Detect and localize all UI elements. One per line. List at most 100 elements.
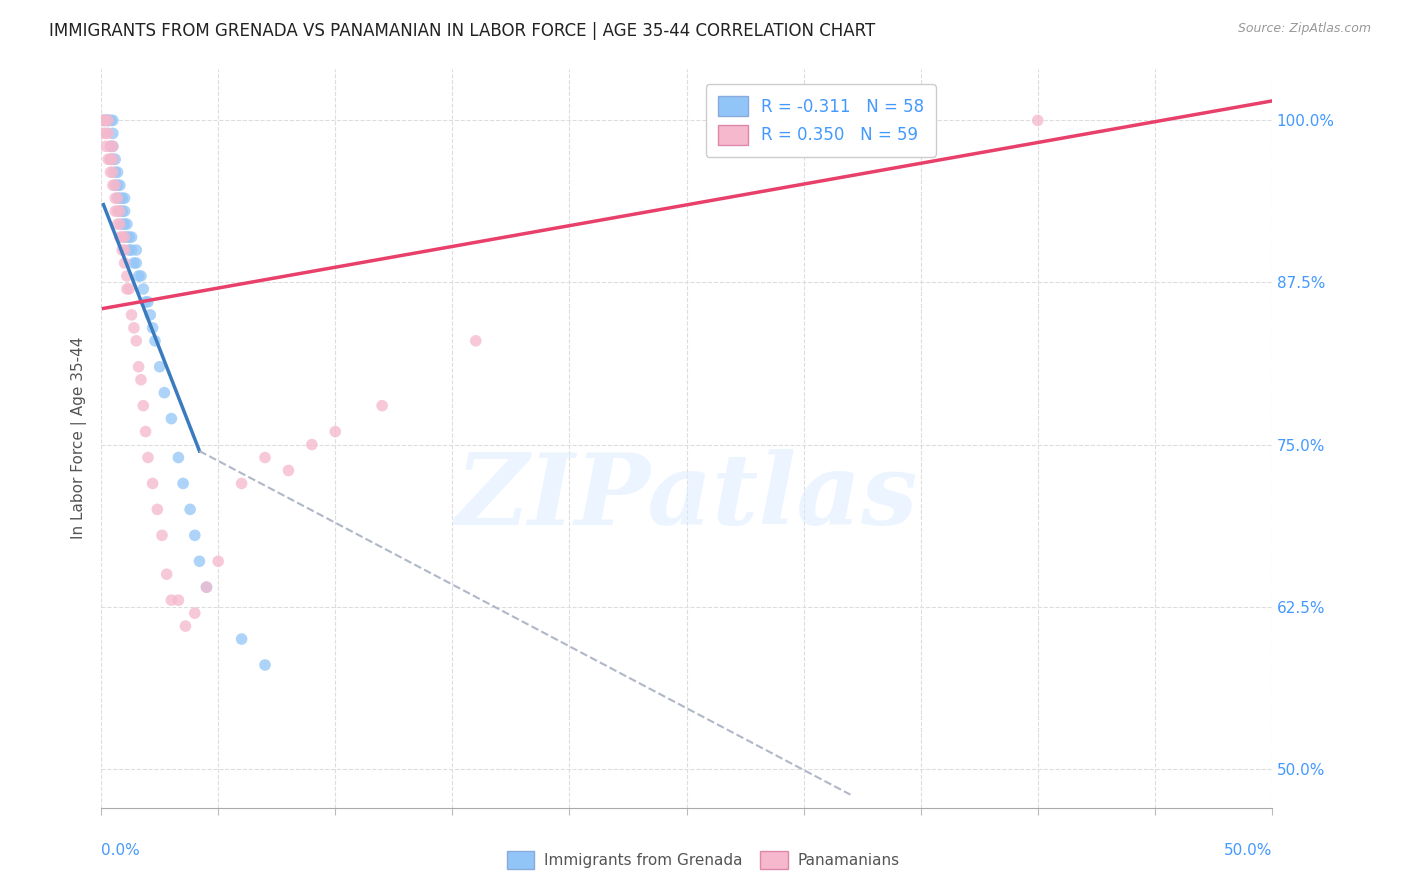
Y-axis label: In Labor Force | Age 35-44: In Labor Force | Age 35-44 bbox=[72, 337, 87, 540]
Point bbox=[125, 256, 148, 270]
Point bbox=[114, 230, 136, 244]
Point bbox=[150, 528, 173, 542]
Point bbox=[121, 243, 143, 257]
Point bbox=[179, 502, 201, 516]
Point bbox=[301, 437, 323, 451]
Point bbox=[121, 308, 143, 322]
Point bbox=[135, 294, 157, 309]
Point bbox=[128, 268, 150, 283]
Point bbox=[101, 139, 124, 153]
Point bbox=[101, 139, 124, 153]
Point bbox=[132, 399, 155, 413]
Point bbox=[167, 593, 190, 607]
Point bbox=[231, 476, 253, 491]
Point bbox=[108, 191, 131, 205]
Point bbox=[108, 204, 131, 219]
Point bbox=[323, 425, 346, 439]
Text: 0.0%: 0.0% bbox=[101, 843, 139, 858]
Point bbox=[122, 256, 145, 270]
Point bbox=[104, 165, 127, 179]
Point bbox=[115, 282, 138, 296]
Point bbox=[100, 113, 122, 128]
Point bbox=[174, 619, 197, 633]
Point bbox=[101, 165, 124, 179]
Point bbox=[160, 411, 183, 425]
Point bbox=[104, 204, 127, 219]
Point bbox=[107, 165, 129, 179]
Point bbox=[94, 139, 117, 153]
Point bbox=[101, 153, 124, 167]
Point bbox=[111, 191, 134, 205]
Point bbox=[97, 113, 120, 128]
Point bbox=[114, 204, 136, 219]
Point bbox=[94, 113, 117, 128]
Point bbox=[118, 282, 141, 296]
Point bbox=[100, 165, 122, 179]
Point bbox=[104, 178, 127, 193]
Point bbox=[142, 476, 165, 491]
Point bbox=[100, 139, 122, 153]
Point bbox=[100, 153, 122, 167]
Point bbox=[172, 476, 194, 491]
Point bbox=[254, 450, 277, 465]
Point bbox=[107, 204, 129, 219]
Point bbox=[184, 528, 207, 542]
Point bbox=[114, 243, 136, 257]
Legend: Immigrants from Grenada, Panamanians: Immigrants from Grenada, Panamanians bbox=[501, 845, 905, 875]
Point bbox=[104, 153, 127, 167]
Point bbox=[115, 217, 138, 231]
Point bbox=[111, 204, 134, 219]
Point bbox=[160, 593, 183, 607]
Point bbox=[143, 334, 166, 348]
Point bbox=[108, 204, 131, 219]
Point bbox=[195, 580, 218, 594]
Point bbox=[371, 399, 394, 413]
Point bbox=[107, 217, 129, 231]
Point bbox=[97, 113, 120, 128]
Point bbox=[114, 217, 136, 231]
Point bbox=[101, 126, 124, 140]
Point bbox=[111, 230, 134, 244]
Point bbox=[100, 139, 122, 153]
Point bbox=[142, 321, 165, 335]
Point bbox=[195, 580, 218, 594]
Point bbox=[97, 126, 120, 140]
Point bbox=[107, 191, 129, 205]
Point bbox=[122, 321, 145, 335]
Point bbox=[149, 359, 172, 374]
Point bbox=[135, 425, 157, 439]
Point bbox=[94, 113, 117, 128]
Point bbox=[128, 359, 150, 374]
Point bbox=[93, 113, 115, 128]
Text: Source: ZipAtlas.com: Source: ZipAtlas.com bbox=[1237, 22, 1371, 36]
Point bbox=[121, 230, 143, 244]
Point bbox=[94, 113, 117, 128]
Point bbox=[146, 502, 169, 516]
Point bbox=[97, 153, 120, 167]
Point bbox=[101, 178, 124, 193]
Text: IMMIGRANTS FROM GRENADA VS PANAMANIAN IN LABOR FORCE | AGE 35-44 CORRELATION CHA: IMMIGRANTS FROM GRENADA VS PANAMANIAN IN… bbox=[49, 22, 876, 40]
Point bbox=[231, 632, 253, 646]
Point bbox=[93, 113, 115, 128]
Point bbox=[93, 113, 115, 128]
Text: ZIPatlas: ZIPatlas bbox=[456, 449, 918, 545]
Point bbox=[125, 334, 148, 348]
Point bbox=[115, 268, 138, 283]
Legend: R = -0.311   N = 58, R = 0.350   N = 59: R = -0.311 N = 58, R = 0.350 N = 59 bbox=[706, 84, 936, 157]
Point bbox=[101, 113, 124, 128]
Point bbox=[277, 463, 299, 477]
Point bbox=[108, 178, 131, 193]
Point bbox=[136, 450, 159, 465]
Point bbox=[167, 450, 190, 465]
Point bbox=[114, 230, 136, 244]
Point bbox=[129, 373, 152, 387]
Point bbox=[115, 230, 138, 244]
Point bbox=[184, 606, 207, 620]
Point bbox=[100, 153, 122, 167]
Point bbox=[464, 334, 486, 348]
Point bbox=[93, 113, 115, 128]
Text: 50.0%: 50.0% bbox=[1223, 843, 1272, 858]
Point bbox=[136, 294, 159, 309]
Point bbox=[129, 268, 152, 283]
Point bbox=[254, 657, 277, 672]
